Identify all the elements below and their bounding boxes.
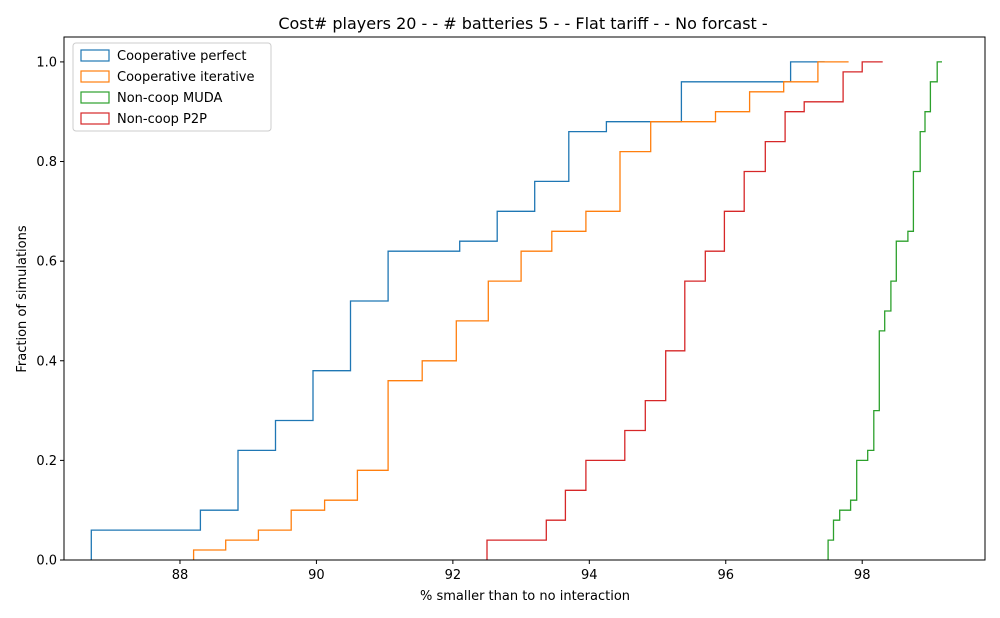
y-tick-label: 0.4 bbox=[36, 354, 57, 369]
legend-label: Cooperative perfect bbox=[117, 49, 247, 64]
legend-label: Non-coop P2P bbox=[117, 112, 207, 127]
series-line-3 bbox=[827, 61, 942, 560]
chart-title: Cost# players 20 - - # batteries 5 - - F… bbox=[278, 14, 767, 33]
y-tick-label: 0.8 bbox=[36, 155, 57, 170]
legend-swatch bbox=[80, 112, 110, 125]
y-tick-label: 0.6 bbox=[36, 255, 57, 270]
x-tick-label: 92 bbox=[445, 568, 462, 583]
plot-frame bbox=[63, 36, 986, 561]
y-tick-label: 0.0 bbox=[36, 554, 57, 569]
series-line-1 bbox=[90, 61, 825, 560]
y-axis: 0.0 0.2 0.4 0.6 0.8 1.0 bbox=[36, 55, 64, 569]
plot-area bbox=[90, 61, 942, 560]
x-tick-label: 90 bbox=[308, 568, 325, 583]
legend-label: Cooperative iterative bbox=[117, 70, 255, 85]
y-tick-label: 0.2 bbox=[36, 454, 57, 469]
series-line-4 bbox=[486, 61, 883, 560]
x-axis: 88 90 92 94 96 98 bbox=[172, 560, 871, 583]
legend-swatch bbox=[80, 49, 110, 62]
x-axis-label: % smaller than to no interaction bbox=[420, 589, 630, 604]
x-tick-label: 88 bbox=[172, 568, 189, 583]
x-tick-label: 98 bbox=[854, 568, 871, 583]
x-tick-label: 94 bbox=[581, 568, 598, 583]
legend: Cooperative perfect Cooperative iterative… bbox=[72, 42, 272, 132]
y-axis-label: Fraction of simulations bbox=[15, 225, 30, 372]
series-line-2 bbox=[192, 61, 849, 560]
legend-box bbox=[72, 42, 272, 132]
legend-label: Non-coop MUDA bbox=[117, 91, 223, 106]
legend-swatch bbox=[80, 91, 110, 104]
legend-swatch bbox=[80, 70, 110, 83]
x-tick-label: 96 bbox=[717, 568, 734, 583]
y-tick-label: 1.0 bbox=[36, 55, 57, 70]
